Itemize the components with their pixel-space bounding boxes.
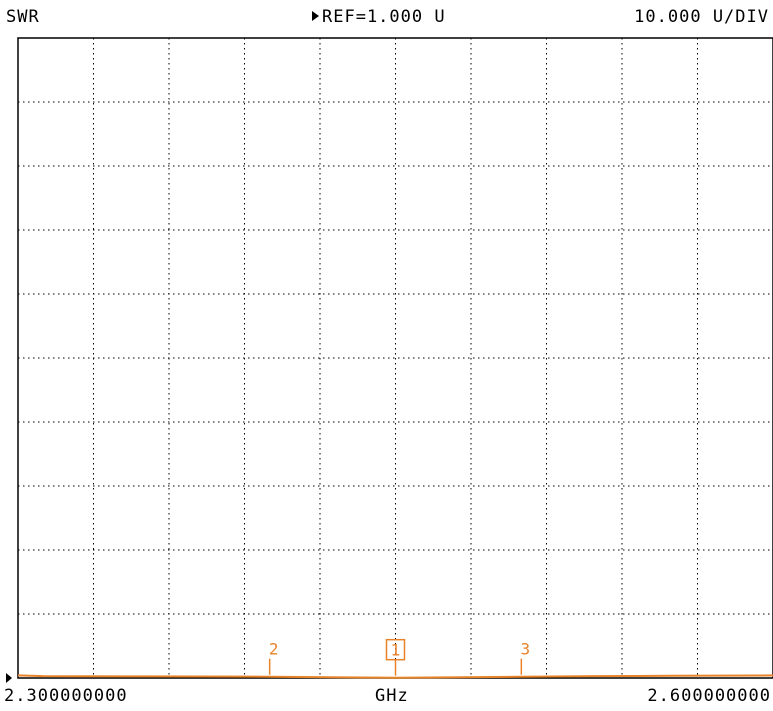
marker-2: 2 xyxy=(269,640,279,675)
marker-3: 3 xyxy=(521,640,531,675)
stop-frequency: 2.600000000 xyxy=(647,686,771,706)
reference-arrow-icon xyxy=(312,11,319,21)
reference-level-arrow-icon xyxy=(6,673,12,683)
scale-readout: 10.000 U/DIV xyxy=(634,7,769,27)
marker-label: 1 xyxy=(391,641,401,660)
start-frequency: 2.300000000 xyxy=(4,686,128,706)
frequency-unit: GHz xyxy=(375,686,409,706)
markers: 2 1 3 xyxy=(269,638,531,676)
marker-label: 2 xyxy=(269,640,279,659)
marker-label: 3 xyxy=(521,640,531,659)
reference-value: REF=1.000 U xyxy=(322,7,446,27)
reference-readout: REF=1.000 U xyxy=(312,2,446,32)
swr-trace xyxy=(17,674,773,679)
marker-1: 1 xyxy=(385,638,406,676)
marker-active-box xyxy=(385,638,406,661)
graticule xyxy=(18,38,773,678)
parameter-label: SWR xyxy=(6,7,40,27)
